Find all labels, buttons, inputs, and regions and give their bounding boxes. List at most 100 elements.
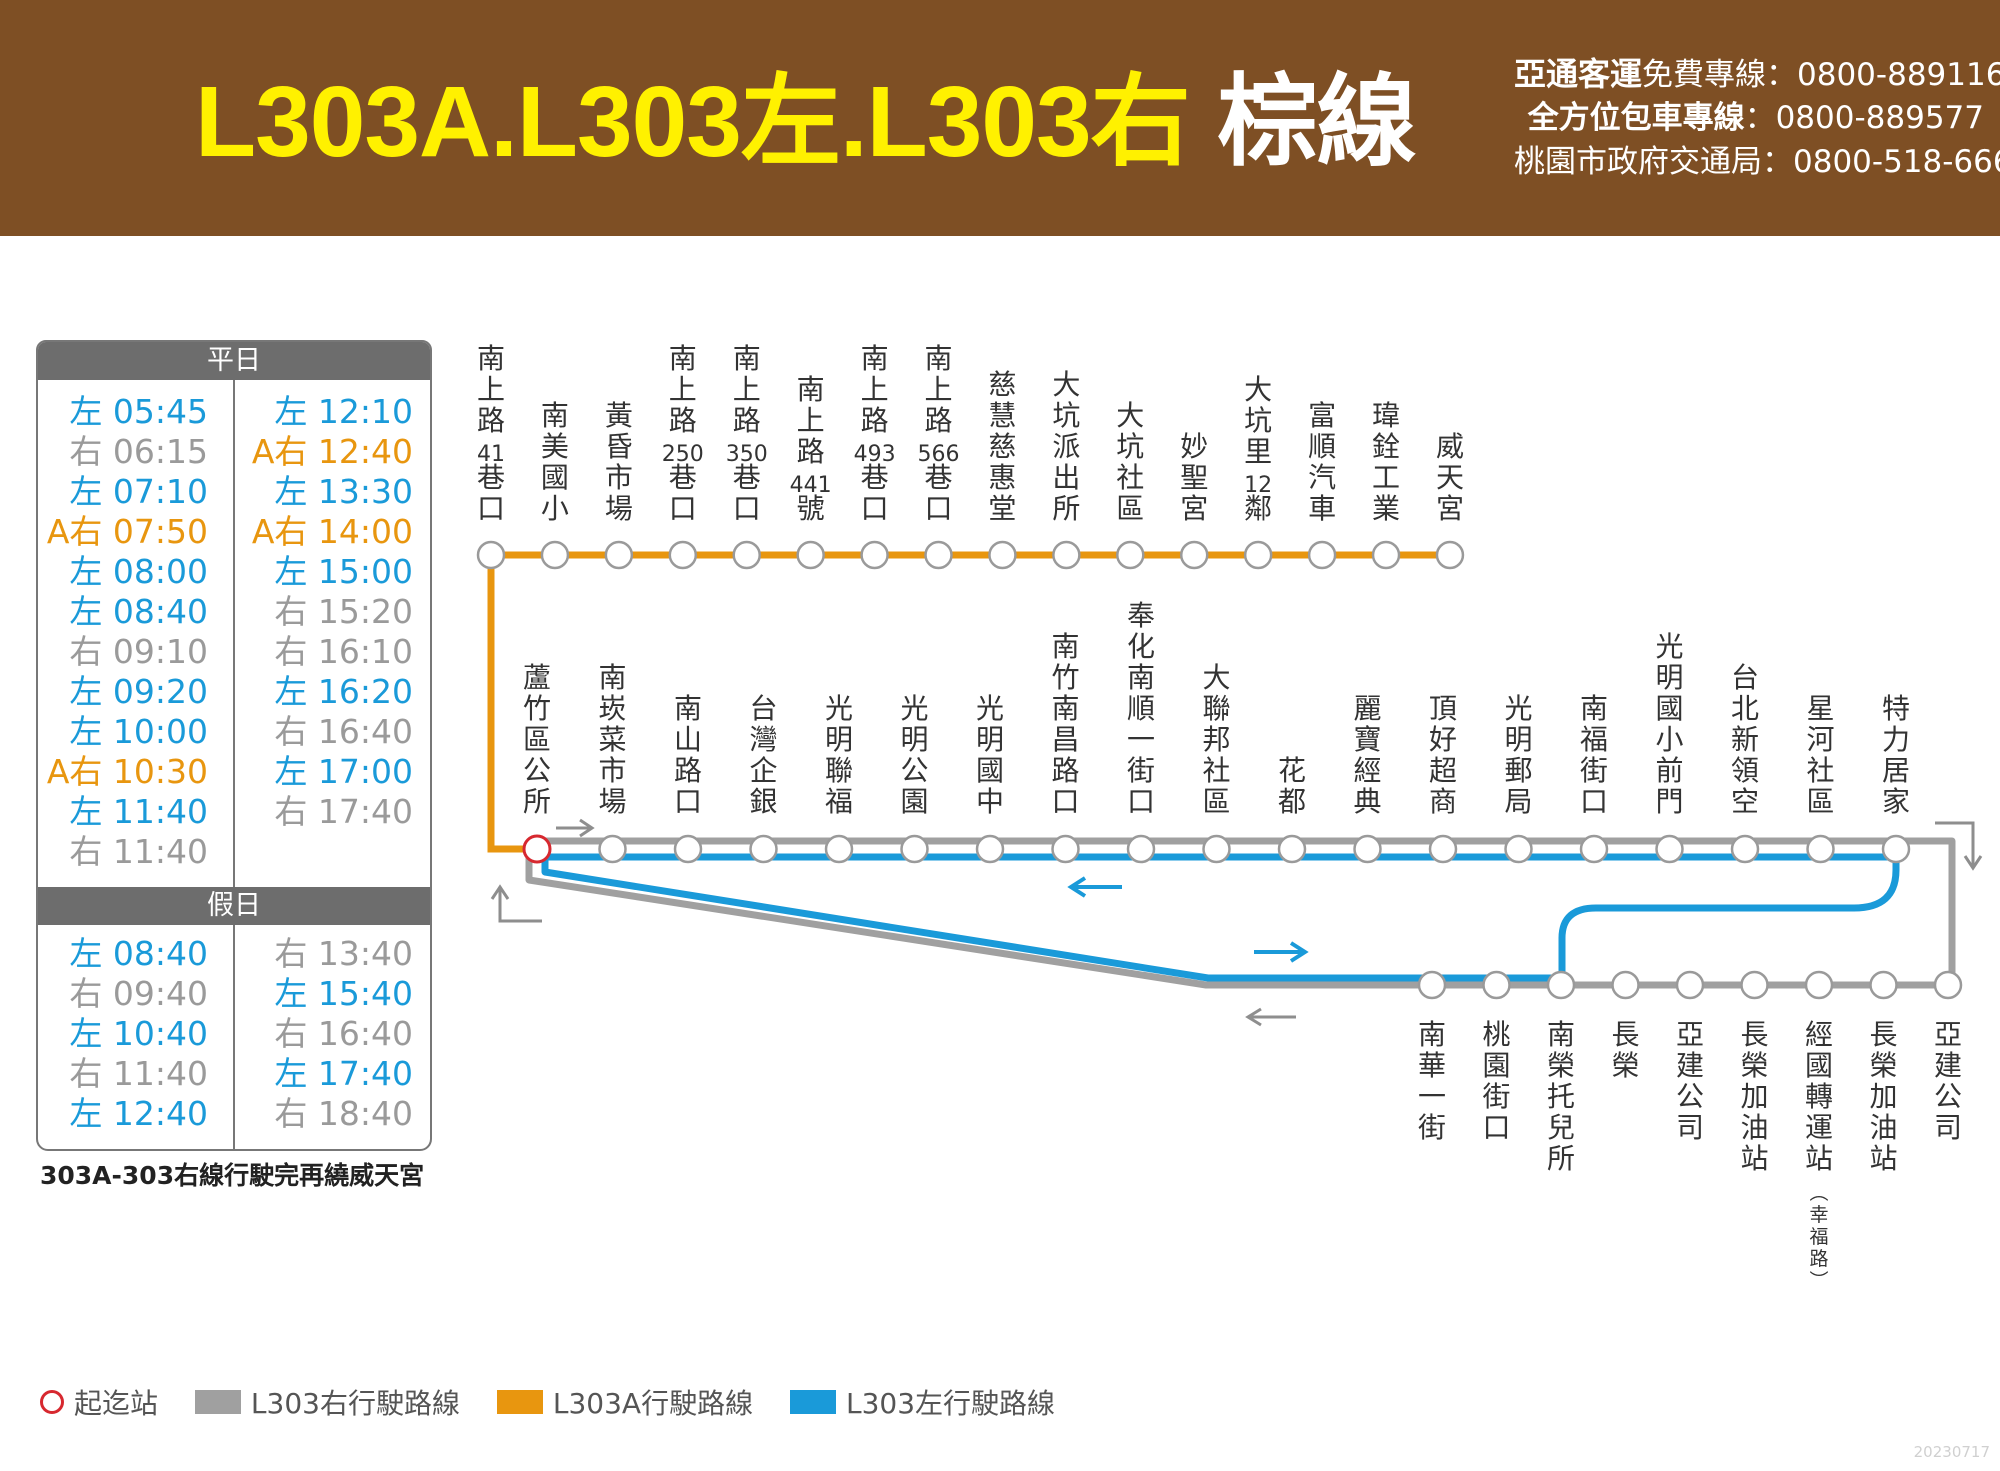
route-variant: 左	[274, 752, 308, 791]
stop-marker	[1740, 970, 1769, 1000]
time-value: 17:00	[307, 752, 413, 791]
stop-marker	[1307, 540, 1337, 570]
station-name: 奉化南順一街口	[1127, 599, 1155, 818]
stop-marker	[1277, 834, 1307, 864]
route-variant: A右	[46, 512, 103, 551]
time-value: 09:10	[102, 632, 208, 671]
timetable: 平日 左 05:45 右 06:15 左 07:10 A右 07:50 左 08:00 左…	[36, 340, 432, 1151]
time-value: 16:40	[307, 712, 413, 751]
station-name: 光明國中	[976, 692, 1004, 818]
station-name: 南榮托兒所	[1547, 1018, 1575, 1175]
time-value: 07:50	[102, 512, 208, 551]
time-value: 12:40	[102, 1094, 208, 1133]
route-variant: 左	[274, 1054, 308, 1093]
time-value: 16:20	[307, 672, 413, 711]
departure-time: 左 08:00	[38, 552, 208, 592]
station-name: 黃昏市場	[605, 399, 633, 525]
departure-time: 右 09:10	[38, 632, 208, 672]
departure-time: 左 15:00	[243, 552, 413, 592]
weekday-right-column: 左 12:10 A右 12:40 左 13:30 A右 14:00 左 15:00 右 1…	[243, 392, 413, 832]
stop-marker	[1428, 834, 1458, 864]
stop-marker	[1730, 834, 1760, 864]
departure-time: 左 09:20	[38, 672, 208, 712]
station-name: 大坑派出所	[1052, 368, 1080, 525]
time-value: 15:00	[307, 552, 413, 591]
departure-time: A右 12:40	[243, 432, 413, 472]
departure-time: 左 16:20	[243, 672, 413, 712]
legend-label: L303A行駛路線	[552, 1387, 754, 1420]
stop-marker	[924, 540, 953, 570]
time-value: 10:00	[102, 712, 208, 751]
holiday-right-column: 右 13:40 左 15:40 右 16:40 左 17:40 右 18:40	[243, 934, 413, 1134]
route-variant: 左	[274, 672, 308, 711]
route-variant: 左	[69, 792, 103, 831]
stop-marker	[1202, 834, 1231, 864]
departure-time: 右 06:15	[38, 432, 208, 472]
station-name: 花都	[1278, 754, 1306, 818]
hotline-number: 免費專線：0800-889116	[1642, 57, 2000, 93]
departure-time: 左 15:40	[243, 974, 413, 1014]
departure-time: 左 17:40	[243, 1054, 413, 1094]
departure-time: 右 16:40	[243, 1014, 413, 1054]
route-variant: 右	[69, 632, 103, 671]
station-name: 妙聖宮	[1180, 430, 1208, 525]
station-name: 南山路口	[674, 692, 702, 818]
time-value: 17:40	[307, 792, 413, 831]
l303-left-route-line	[541, 853, 1900, 985]
hotline-list: 亞通客運免費專線：0800-889116 全方位包車專線：0800-889577…	[1514, 52, 2000, 184]
departure-time: A右 10:30	[38, 752, 208, 792]
time-value: 16:40	[307, 1014, 413, 1053]
stop-marker	[824, 834, 854, 864]
legend-item-l303a: L303A行駛路線	[496, 1382, 754, 1422]
time-value: 10:40	[102, 1014, 208, 1053]
station-name: 南竹南昌路口	[1051, 630, 1079, 818]
station-name: 南美國小	[541, 399, 569, 525]
departure-time: A右 07:50	[38, 512, 208, 552]
stop-marker	[668, 540, 698, 570]
column-divider	[233, 925, 235, 1149]
station-name: 光明國小前門	[1655, 630, 1683, 818]
station-stops	[476, 540, 1963, 1000]
l303-right-route-line	[525, 837, 1956, 989]
time-value: 18:40	[307, 1094, 413, 1133]
route-variant: 左	[69, 592, 103, 631]
station-name: 南上路 41 巷口	[477, 342, 505, 525]
station-name: 蘆竹區公所	[523, 661, 551, 818]
station-name: 南華一街	[1418, 1018, 1446, 1144]
direction-arrows	[490, 818, 1983, 1027]
legend-item-l303-right: L303右行駛路線	[194, 1382, 460, 1422]
time-value: 11:40	[102, 792, 208, 831]
arrow-left-icon	[1067, 876, 1122, 898]
time-value: 07:10	[102, 472, 208, 511]
route-variant: 左	[69, 712, 103, 751]
station-name: 經國轉運站	[1805, 1018, 1833, 1175]
route-variant: 左	[69, 672, 103, 711]
time-value: 08:00	[102, 552, 208, 591]
station-name: 南上路 250 巷口	[662, 342, 704, 525]
hotline-row: 全方位包車專線：0800-889577	[1514, 96, 1984, 140]
route-variant: 左	[69, 472, 103, 511]
stop-marker	[1869, 970, 1898, 1000]
legend-swatch	[194, 1390, 241, 1414]
departure-time: 左 05:45	[38, 392, 208, 432]
time-value: 08:40	[102, 934, 208, 973]
stop-marker	[604, 540, 634, 570]
station-name: 特力居家	[1882, 692, 1910, 818]
station-name: 長榮	[1611, 1018, 1639, 1082]
stop-marker	[988, 540, 1017, 570]
stop-marker	[1052, 540, 1081, 570]
time-value: 11:40	[102, 1054, 208, 1093]
legend-label: L303左行駛路線	[845, 1387, 1056, 1420]
route-variant: 左	[274, 472, 308, 511]
departure-time: 左 08:40	[38, 934, 208, 974]
legend-label: 起迄站	[74, 1387, 159, 1420]
departure-time: 右 11:40	[38, 1054, 208, 1094]
departure-time: 右 18:40	[243, 1094, 413, 1134]
legend: 起迄站 L303右行駛路線 L303A行駛路線 L303左行駛路線	[40, 1382, 1083, 1422]
route-variant: A右	[251, 432, 308, 471]
time-value: 13:40	[307, 934, 413, 973]
departure-time: 右 11:40	[38, 832, 208, 872]
stop-marker	[900, 834, 929, 864]
